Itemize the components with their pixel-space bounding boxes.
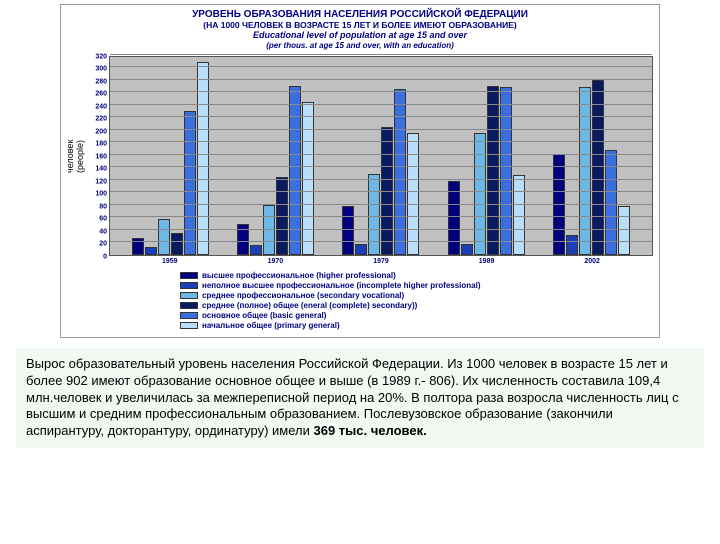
legend-swatch (180, 322, 198, 329)
xlabel: 1979 (341, 258, 421, 265)
plot-area (109, 56, 653, 256)
legend-item: начальное общее (primary general) (180, 321, 540, 330)
gridline (110, 116, 652, 117)
legend-label: высшее профессиональное (higher professi… (202, 271, 396, 280)
xaxis: 1959 1970 1979 1989 2002 (109, 256, 653, 265)
gridline (110, 191, 652, 192)
ytick-column: 0204060801001201401601802002202402602803… (85, 56, 109, 256)
ytick: 100 (95, 191, 107, 198)
legend-swatch (180, 282, 198, 289)
bar (407, 133, 419, 255)
ytick: 40 (99, 228, 107, 235)
bar (158, 219, 170, 255)
bar (566, 235, 578, 255)
gridline (110, 54, 652, 55)
gridline (110, 91, 652, 92)
legend-item: среднее профессиональное (secondary voca… (180, 291, 540, 300)
chart-panel: УРОВЕНЬ ОБРАЗОВАНИЯ НАСЕЛЕНИЯ РОССИЙСКОЙ… (60, 4, 660, 338)
bar (342, 206, 354, 255)
gridline (110, 166, 652, 167)
bar-groups (110, 57, 652, 255)
gridline (110, 154, 652, 155)
ytick: 180 (95, 141, 107, 148)
bar (618, 206, 630, 255)
legend-item: основное общее (basic general) (180, 311, 540, 320)
gridline (110, 179, 652, 180)
legend-swatch (180, 272, 198, 279)
legend-label: начальное общее (primary general) (202, 321, 340, 330)
bar (171, 233, 183, 255)
ytick: 120 (95, 178, 107, 185)
chart-body: человек(people) 020406080100120140160180… (67, 56, 653, 256)
title-ru-1: УРОВЕНЬ ОБРАЗОВАНИЯ НАСЕЛЕНИЯ РОССИЙСКОЙ… (67, 9, 653, 21)
gridline (110, 229, 652, 230)
gridline (110, 66, 652, 67)
legend-swatch (180, 312, 198, 319)
bar-group (342, 89, 419, 255)
gridline (110, 104, 652, 105)
ytick: 200 (95, 128, 107, 135)
title-en-1: Educational level of population at age 1… (67, 30, 653, 40)
legend: высшее профессиональное (higher professi… (180, 271, 540, 330)
ytick: 60 (99, 216, 107, 223)
legend-label: неполное высшее профессиональное (incomp… (202, 281, 481, 290)
description-paragraph: Вырос образовательный уровень населения … (16, 348, 704, 448)
legend-label: среднее (полное) общее (eneral (complete… (202, 301, 417, 310)
gridline (110, 79, 652, 80)
ytick: 240 (95, 103, 107, 110)
legend-label: основное общее (basic general) (202, 311, 326, 320)
bar (474, 133, 486, 255)
legend-item: высшее профессиональное (higher professi… (180, 271, 540, 280)
bar (250, 245, 262, 254)
ytick: 280 (95, 78, 107, 85)
gridline (110, 216, 652, 217)
chart-title-block: УРОВЕНЬ ОБРАЗОВАНИЯ НАСЕЛЕНИЯ РОССИЙСКОЙ… (67, 9, 653, 50)
ytick: 0 (103, 253, 107, 260)
title-en-2: (per thous. at age 15 and over, with an … (67, 41, 653, 50)
title-ru-2: (НА 1000 ЧЕЛОВЕК В ВОЗРАСТЕ 15 ЛЕТ И БОЛ… (67, 21, 653, 31)
xlabel: 1989 (447, 258, 527, 265)
gridline (110, 129, 652, 130)
paragraph-bold: 369 тыс. человек. (314, 423, 427, 438)
gridline (110, 141, 652, 142)
xlabel: 1959 (130, 258, 210, 265)
ytick: 320 (95, 53, 107, 60)
xlabel: 1970 (235, 258, 315, 265)
bar (355, 244, 367, 255)
bar (461, 244, 473, 255)
ytick: 20 (99, 241, 107, 248)
ytick: 140 (95, 166, 107, 173)
gridline (110, 241, 652, 242)
bar (394, 89, 406, 255)
legend-label: среднее профессиональное (secondary voca… (202, 291, 404, 300)
legend-swatch (180, 292, 198, 299)
ytick: 160 (95, 153, 107, 160)
ytick: 80 (99, 203, 107, 210)
yaxis-label: человек(people) (67, 56, 85, 256)
xlabel: 2002 (552, 258, 632, 265)
bar (368, 174, 380, 255)
ytick: 220 (95, 116, 107, 123)
bar (263, 205, 275, 255)
legend-swatch (180, 302, 198, 309)
bar (145, 247, 157, 255)
bar (184, 111, 196, 255)
ytick: 300 (95, 66, 107, 73)
legend-item: среднее (полное) общее (eneral (complete… (180, 301, 540, 310)
ytick: 260 (95, 91, 107, 98)
bar (513, 175, 525, 255)
legend-item: неполное высшее профессиональное (incomp… (180, 281, 540, 290)
gridline (110, 204, 652, 205)
